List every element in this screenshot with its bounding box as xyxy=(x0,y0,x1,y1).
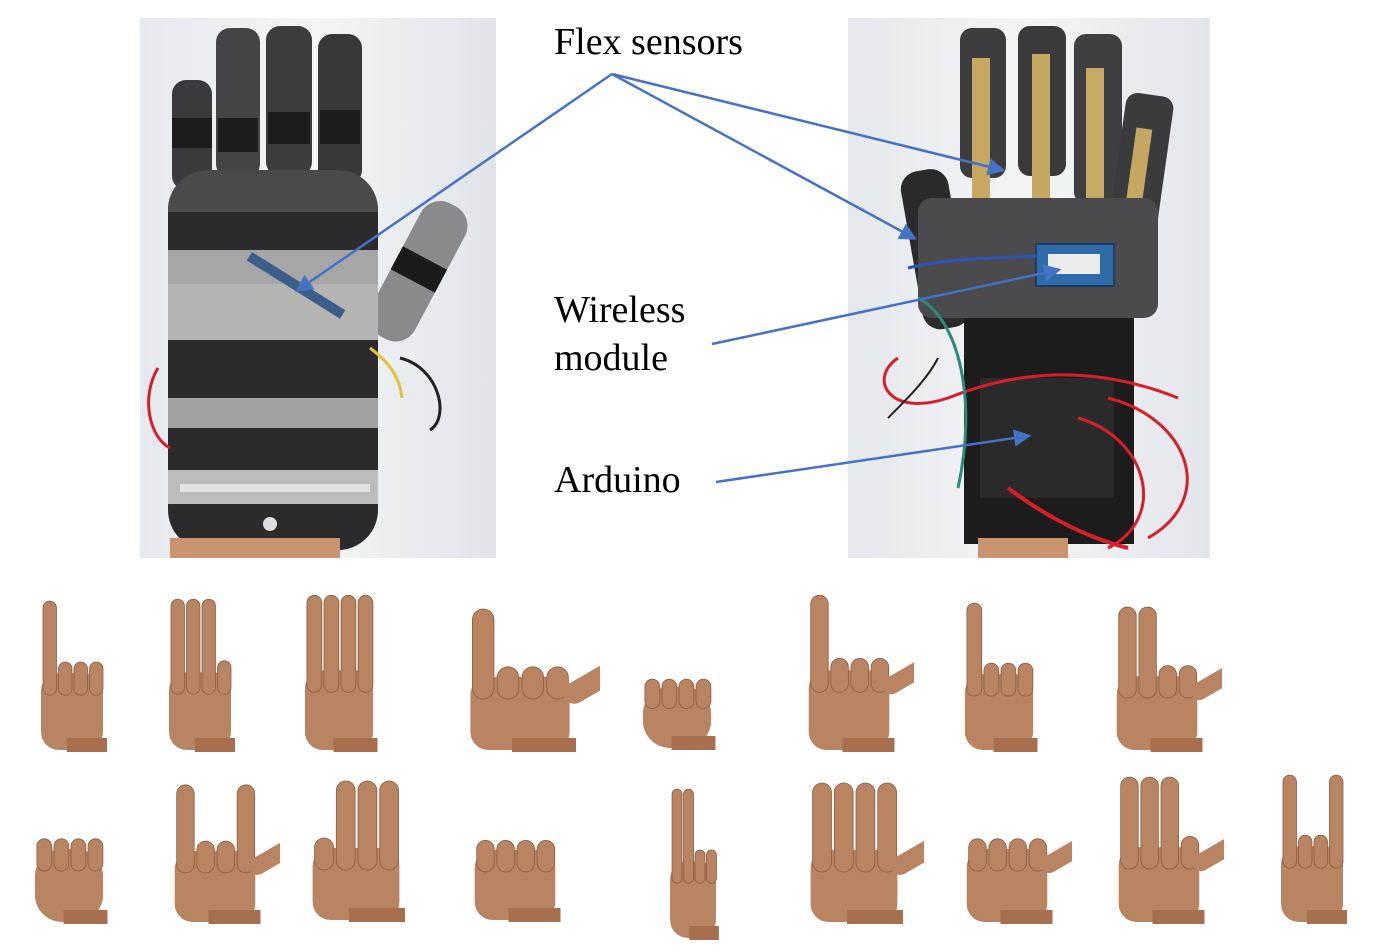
arrow-flex-left xyxy=(295,72,613,292)
arrow-arduino xyxy=(715,429,1032,484)
gesture-hand-11 xyxy=(312,780,405,922)
gesture-hand-8 xyxy=(1116,606,1222,752)
gesture-hand-1 xyxy=(41,600,107,752)
arrow-wireless-module xyxy=(711,264,1062,346)
gesture-hand-12 xyxy=(474,840,561,922)
arrow-flex-right-thumb xyxy=(611,72,918,240)
gesture-hand-16 xyxy=(1118,776,1224,924)
flex-sensors-label: Flex sensors xyxy=(554,21,743,63)
arduino-label: Arduino xyxy=(554,459,681,501)
gesture-hand-7 xyxy=(964,602,1038,752)
arrow-flex-right-top xyxy=(611,72,1006,176)
gesture-hand-15 xyxy=(966,838,1072,924)
gesture-hand-10 xyxy=(174,784,280,924)
gesture-hand-6 xyxy=(808,594,914,752)
glove-photo-front xyxy=(140,18,496,558)
gesture-hand-2 xyxy=(169,598,235,752)
gesture-hand-13 xyxy=(670,788,719,940)
gesture-hand-14 xyxy=(810,782,924,924)
glove-photo-back xyxy=(848,18,1210,558)
wireless-module-label-line1: Wireless xyxy=(554,289,686,331)
gesture-hand-3 xyxy=(304,594,378,752)
wireless-module-label-line2: module xyxy=(554,337,668,379)
gesture-hand-9 xyxy=(34,838,108,924)
gesture-hand-5 xyxy=(642,678,716,750)
gesture-hand-4 xyxy=(470,608,600,752)
gesture-hand-17 xyxy=(1281,774,1347,924)
